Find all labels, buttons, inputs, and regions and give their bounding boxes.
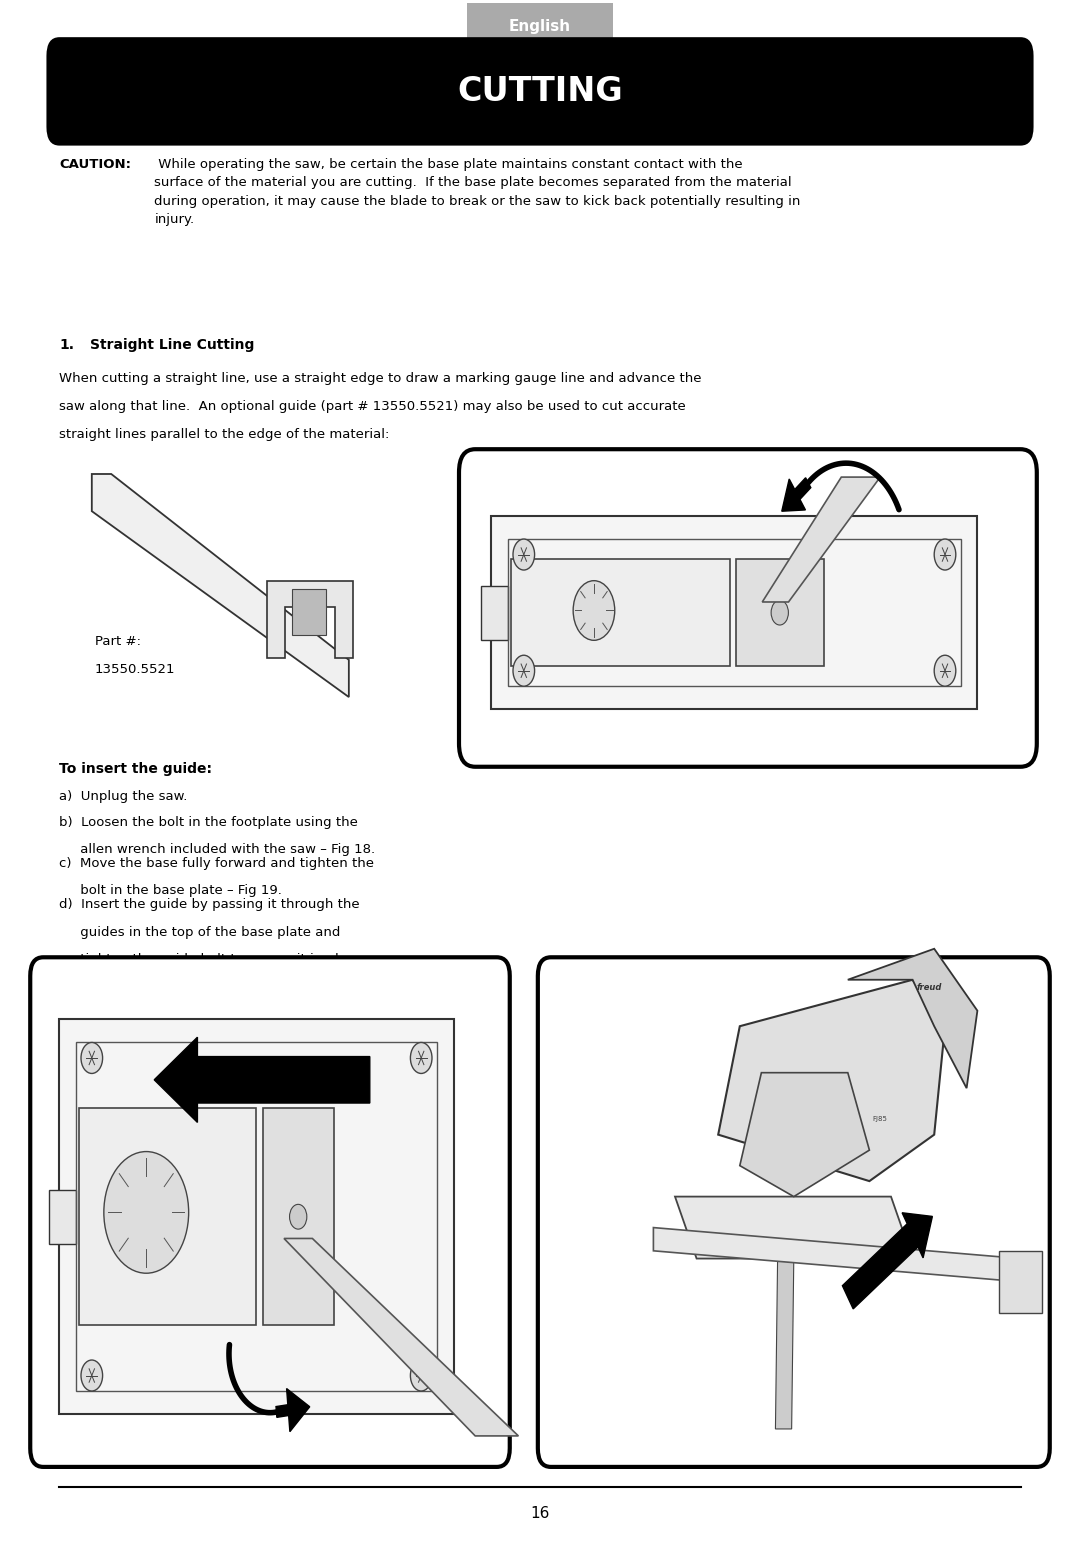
FancyBboxPatch shape xyxy=(538,957,1050,1467)
Text: 13550.5521: 13550.5521 xyxy=(95,663,176,675)
Text: freud: freud xyxy=(916,984,942,991)
Text: English: English xyxy=(509,19,571,34)
Circle shape xyxy=(573,581,615,640)
Circle shape xyxy=(104,1151,189,1273)
Text: Fig. 20.: Fig. 20. xyxy=(59,981,129,993)
Text: tighten the guide bolt to secure it in place –: tighten the guide bolt to secure it in p… xyxy=(59,953,374,965)
FancyBboxPatch shape xyxy=(468,3,613,50)
Text: CUTTING: CUTTING xyxy=(457,74,623,108)
Circle shape xyxy=(934,655,956,686)
FancyArrow shape xyxy=(782,477,811,511)
Text: While operating the saw, be certain the base plate maintains constant contact wi: While operating the saw, be certain the … xyxy=(154,158,800,226)
Text: bolt in the base plate – Fig 19.: bolt in the base plate – Fig 19. xyxy=(59,883,282,897)
FancyBboxPatch shape xyxy=(491,516,977,709)
Polygon shape xyxy=(653,1227,1021,1283)
FancyBboxPatch shape xyxy=(30,957,510,1467)
Polygon shape xyxy=(999,1252,1042,1314)
Text: Fig. 19: Fig. 19 xyxy=(221,968,265,981)
Text: saw along that line.  An optional guide (part # 13550.5521) may also be used to : saw along that line. An optional guide (… xyxy=(59,400,686,412)
Text: When cutting a straight line, use a straight edge to draw a marking gauge line a: When cutting a straight line, use a stra… xyxy=(59,372,702,384)
Text: CAUTION:: CAUTION: xyxy=(59,158,132,170)
Text: FJ85: FJ85 xyxy=(873,1117,888,1121)
FancyBboxPatch shape xyxy=(481,586,508,640)
Text: b)  Loosen the bolt in the footplate using the: b) Loosen the bolt in the footplate usin… xyxy=(59,816,359,829)
Circle shape xyxy=(289,1205,307,1230)
Text: a)  Unplug the saw.: a) Unplug the saw. xyxy=(59,790,188,802)
Circle shape xyxy=(410,1360,432,1391)
FancyArrow shape xyxy=(276,1388,310,1431)
FancyBboxPatch shape xyxy=(46,37,1034,146)
Polygon shape xyxy=(740,1072,869,1196)
Text: guides in the top of the base plate and: guides in the top of the base plate and xyxy=(59,926,341,939)
Polygon shape xyxy=(848,948,977,1087)
FancyBboxPatch shape xyxy=(59,1019,454,1414)
Polygon shape xyxy=(775,1258,794,1428)
FancyBboxPatch shape xyxy=(459,449,1037,767)
Polygon shape xyxy=(292,589,326,635)
Text: c)  Move the base fully forward and tighten the: c) Move the base fully forward and tight… xyxy=(59,857,375,869)
Text: 1.: 1. xyxy=(59,338,75,352)
Polygon shape xyxy=(267,581,353,658)
Text: Straight Line Cutting: Straight Line Cutting xyxy=(90,338,254,352)
Circle shape xyxy=(513,539,535,570)
Text: straight lines parallel to the edge of the material:: straight lines parallel to the edge of t… xyxy=(59,428,390,440)
Text: d)  Insert the guide by passing it through the: d) Insert the guide by passing it throug… xyxy=(59,898,360,911)
Polygon shape xyxy=(762,477,880,603)
Text: To insert the guide:: To insert the guide: xyxy=(59,762,213,776)
Circle shape xyxy=(771,599,788,624)
FancyBboxPatch shape xyxy=(511,559,730,666)
Polygon shape xyxy=(92,474,349,697)
Text: Fig. 20: Fig. 20 xyxy=(751,968,794,981)
Circle shape xyxy=(81,1360,103,1391)
FancyArrow shape xyxy=(154,1038,369,1123)
Circle shape xyxy=(513,655,535,686)
Polygon shape xyxy=(284,1239,518,1436)
Polygon shape xyxy=(718,981,945,1180)
Text: Fig. 18: Fig. 18 xyxy=(751,468,794,480)
FancyBboxPatch shape xyxy=(79,1108,256,1326)
Polygon shape xyxy=(675,1196,913,1258)
Circle shape xyxy=(81,1042,103,1073)
Text: allen wrench included with the saw – Fig 18.: allen wrench included with the saw – Fig… xyxy=(59,843,376,857)
FancyBboxPatch shape xyxy=(737,559,824,666)
Circle shape xyxy=(934,539,956,570)
FancyBboxPatch shape xyxy=(262,1108,334,1326)
Text: Part #:: Part #: xyxy=(95,635,141,647)
FancyArrow shape xyxy=(842,1213,932,1309)
FancyBboxPatch shape xyxy=(49,1190,76,1244)
Text: 16: 16 xyxy=(530,1506,550,1521)
Circle shape xyxy=(410,1042,432,1073)
